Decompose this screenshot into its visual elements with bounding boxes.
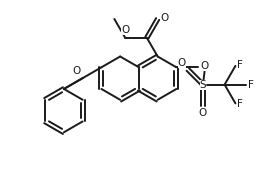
Text: F: F xyxy=(248,80,254,90)
Text: O: O xyxy=(178,57,186,67)
Text: O: O xyxy=(199,108,207,118)
Text: F: F xyxy=(238,60,243,70)
Text: O: O xyxy=(72,66,81,76)
Text: F: F xyxy=(238,99,243,109)
Text: O: O xyxy=(121,25,129,35)
Text: O: O xyxy=(200,61,208,71)
Text: O: O xyxy=(161,13,169,23)
Text: S: S xyxy=(200,80,206,90)
